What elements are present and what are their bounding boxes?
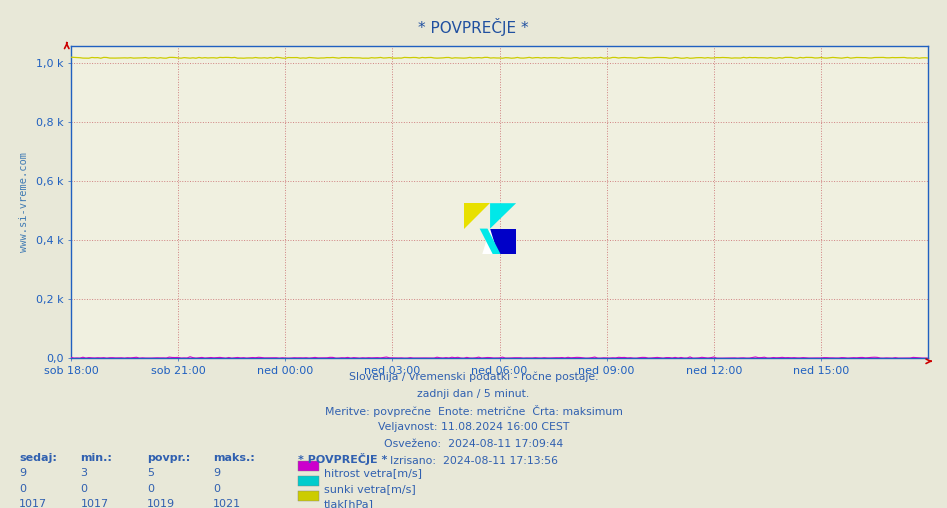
Text: zadnji dan / 5 minut.: zadnji dan / 5 minut. [418,389,529,399]
Text: * POVPREČJE *: * POVPREČJE * [298,453,387,465]
Polygon shape [480,229,501,254]
Text: 0: 0 [19,484,26,494]
Text: sunki vetra[m/s]: sunki vetra[m/s] [324,484,416,494]
Text: povpr.:: povpr.: [147,453,190,463]
Text: 3: 3 [80,468,87,479]
Text: www.si-vreme.com: www.si-vreme.com [19,152,29,252]
Polygon shape [464,203,491,229]
Text: 1021: 1021 [213,499,241,508]
Text: 0: 0 [213,484,220,494]
Text: 0: 0 [147,484,153,494]
Text: 5: 5 [147,468,153,479]
Polygon shape [482,229,498,254]
Text: 1017: 1017 [80,499,109,508]
Text: Slovenija / vremenski podatki - ročne postaje.: Slovenija / vremenski podatki - ročne po… [348,372,599,383]
Text: 1019: 1019 [147,499,175,508]
Text: sedaj:: sedaj: [19,453,57,463]
Text: maks.:: maks.: [213,453,255,463]
Text: Osveženo:  2024-08-11 17:09:44: Osveženo: 2024-08-11 17:09:44 [384,439,563,449]
Text: * POVPREČJE *: * POVPREČJE * [419,18,528,36]
Bar [491,229,516,254]
Text: tlak[hPa]: tlak[hPa] [324,499,374,508]
Text: min.:: min.: [80,453,113,463]
Text: hitrost vetra[m/s]: hitrost vetra[m/s] [324,468,421,479]
Text: Meritve: povprečne  Enote: metrične  Črta: maksimum: Meritve: povprečne Enote: metrične Črta:… [325,405,622,418]
Text: 9: 9 [19,468,27,479]
Polygon shape [491,203,516,229]
Text: 0: 0 [80,484,87,494]
Text: 1017: 1017 [19,499,47,508]
Text: 9: 9 [213,468,221,479]
Text: Veljavnost: 11.08.2024 16:00 CEST: Veljavnost: 11.08.2024 16:00 CEST [378,422,569,432]
Text: Izrisano:  2024-08-11 17:13:56: Izrisano: 2024-08-11 17:13:56 [389,456,558,466]
